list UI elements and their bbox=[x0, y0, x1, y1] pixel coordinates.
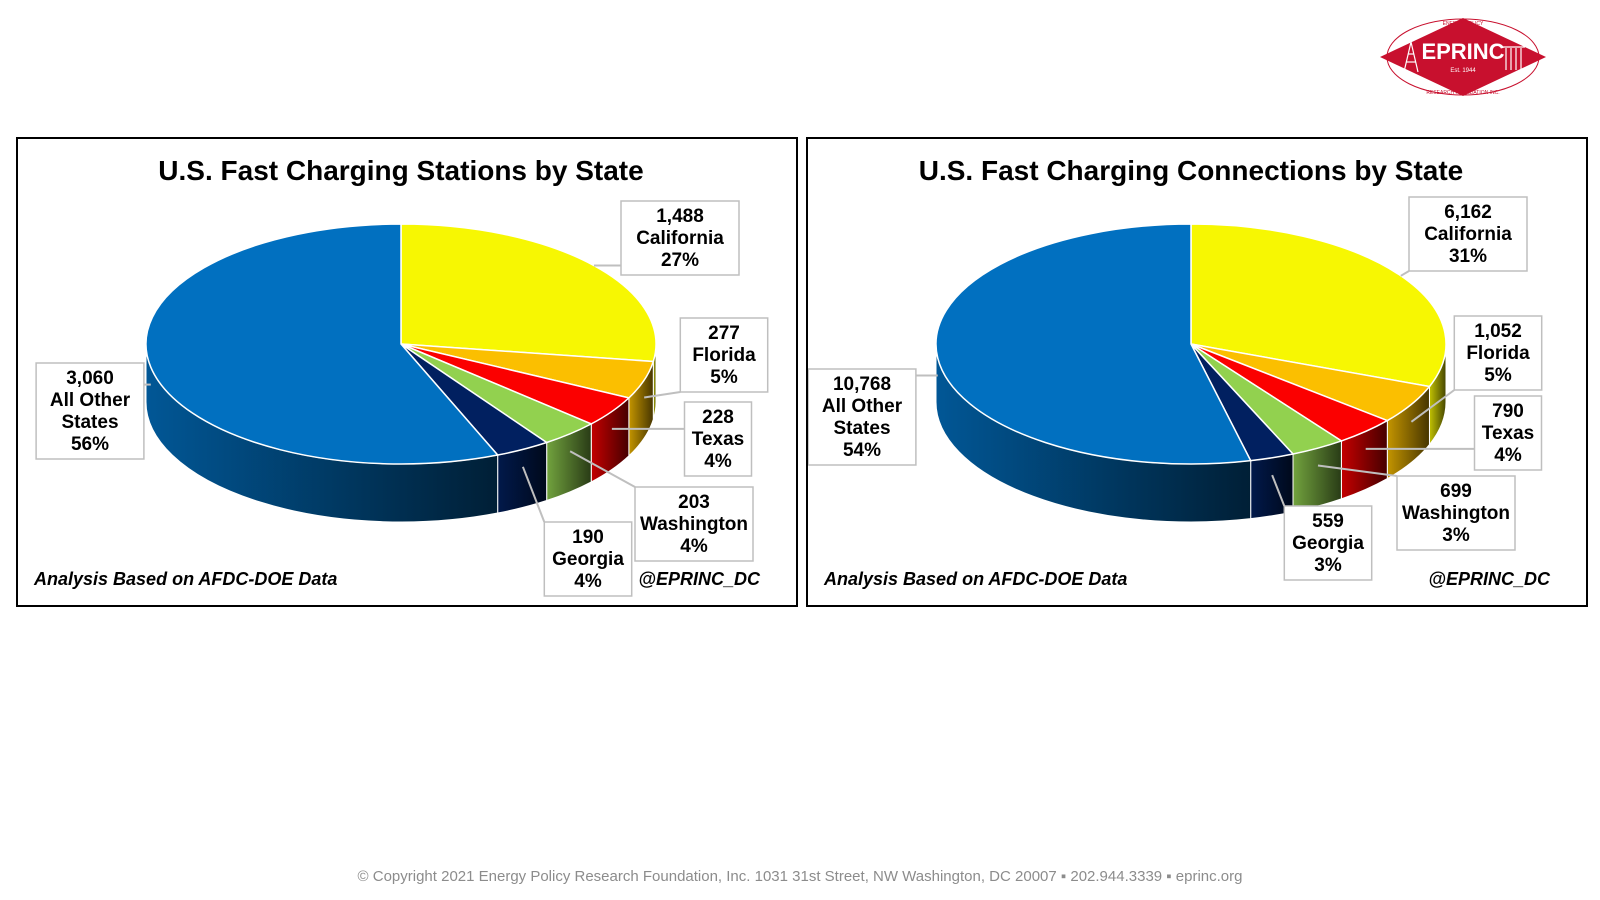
data-label-value: 228 bbox=[702, 407, 734, 428]
data-label-percent: 5% bbox=[710, 367, 738, 388]
chart-title: U.S. Fast Charging Connections by State bbox=[919, 155, 1464, 186]
leader-line bbox=[1317, 464, 1398, 477]
data-label-box bbox=[679, 317, 769, 393]
data-label-percent: 31% bbox=[1449, 246, 1487, 267]
eprinc-logo: EPRINC Est. 1944 ENERGY POLICY RESEARCH … bbox=[1380, 18, 1546, 96]
data-label-name: California bbox=[636, 228, 724, 249]
data-label-value: 277 bbox=[708, 323, 740, 344]
connections-pie-chart: U.S. Fast Charging Connections by State … bbox=[808, 155, 1551, 589]
data-label-box bbox=[1396, 475, 1516, 551]
data-label-box bbox=[634, 486, 754, 562]
data-label-percent: 4% bbox=[1494, 445, 1522, 466]
leader-line bbox=[521, 466, 546, 523]
data-label-name: Florida bbox=[1466, 343, 1530, 364]
source-note: Analysis Based on AFDC-DOE Data bbox=[823, 569, 1127, 589]
data-label-name: Georgia bbox=[1292, 533, 1364, 554]
source-note: Analysis Based on AFDC-DOE Data bbox=[33, 569, 337, 589]
logo-name: EPRINC bbox=[1421, 39, 1504, 64]
leader-line bbox=[1410, 389, 1455, 423]
data-label-value: 3,060 bbox=[66, 368, 114, 389]
data-label-percent: 4% bbox=[680, 536, 708, 557]
data-label-percent: 3% bbox=[1314, 555, 1342, 576]
data-label-box bbox=[543, 521, 633, 597]
data-label-value: 559 bbox=[1312, 511, 1344, 532]
logo-ring-bottom: RESEARCH FOUNDATION INC. bbox=[1426, 90, 1499, 96]
data-label-value: 203 bbox=[678, 492, 710, 513]
data-label-box bbox=[1473, 395, 1543, 471]
stations-pie-chart: U.S. Fast Charging Stations by State 1,4… bbox=[33, 155, 769, 597]
logo-established: Est. 1944 bbox=[1450, 68, 1476, 74]
pie-slice-california bbox=[400, 223, 657, 363]
chart-title: U.S. Fast Charging Stations by State bbox=[158, 155, 643, 186]
data-label-name: Washington bbox=[640, 514, 748, 535]
data-label-name: All Other bbox=[50, 390, 131, 411]
connections-chart-panel: U.S. Fast Charging Connections by State … bbox=[806, 137, 1588, 607]
data-label-value: 10,768 bbox=[833, 374, 891, 395]
data-label-name: States bbox=[833, 418, 890, 439]
twitter-handle: @EPRINC_DC bbox=[1428, 569, 1551, 589]
copyright-footer: © Copyright 2021 Energy Policy Research … bbox=[357, 868, 1243, 885]
pie-slice-all-other-states bbox=[935, 223, 1252, 465]
data-label-name: Texas bbox=[1482, 423, 1534, 444]
data-label-value: 699 bbox=[1440, 481, 1472, 502]
data-label-box bbox=[683, 401, 753, 477]
data-label-percent: 56% bbox=[71, 434, 109, 455]
stations-chart-panel: U.S. Fast Charging Stations by State 1,4… bbox=[16, 137, 798, 607]
data-label-name: Florida bbox=[692, 345, 756, 366]
data-label-value: 6,162 bbox=[1444, 202, 1492, 223]
data-label-percent: 27% bbox=[661, 250, 699, 271]
data-label-name: Washington bbox=[1402, 503, 1510, 524]
data-label-name: California bbox=[1424, 224, 1512, 245]
data-label-box bbox=[1453, 315, 1543, 391]
data-label-box bbox=[620, 200, 740, 276]
data-label-percent: 5% bbox=[1484, 365, 1512, 386]
data-label-name: States bbox=[61, 412, 118, 433]
data-label-value: 1,052 bbox=[1474, 321, 1522, 342]
data-label-percent: 4% bbox=[574, 571, 602, 592]
leader-line bbox=[1271, 474, 1286, 507]
data-label-box bbox=[808, 368, 917, 466]
data-label-box bbox=[35, 362, 145, 460]
pie-slice-all-other-states bbox=[145, 223, 500, 465]
data-label-value: 790 bbox=[1492, 401, 1524, 422]
capitol-columns-icon bbox=[1503, 46, 1525, 70]
logo-ring-top: ENERGY POLICY bbox=[1443, 21, 1484, 27]
data-label-percent: 3% bbox=[1442, 525, 1470, 546]
data-label-value: 1,488 bbox=[656, 206, 704, 227]
data-label-value: 190 bbox=[572, 527, 604, 548]
data-label-name: Georgia bbox=[552, 549, 624, 570]
data-label-percent: 54% bbox=[843, 440, 881, 461]
oil-derrick-icon bbox=[1403, 41, 1419, 73]
data-label-name: All Other bbox=[822, 396, 903, 417]
data-label-box bbox=[1408, 196, 1528, 272]
leader-line bbox=[569, 450, 636, 488]
leader-line bbox=[644, 391, 681, 399]
data-label-name: Texas bbox=[692, 429, 744, 450]
leader-line bbox=[1400, 270, 1410, 277]
twitter-handle: @EPRINC_DC bbox=[638, 569, 761, 589]
data-label-box bbox=[1283, 505, 1373, 581]
data-label-percent: 4% bbox=[704, 451, 732, 472]
